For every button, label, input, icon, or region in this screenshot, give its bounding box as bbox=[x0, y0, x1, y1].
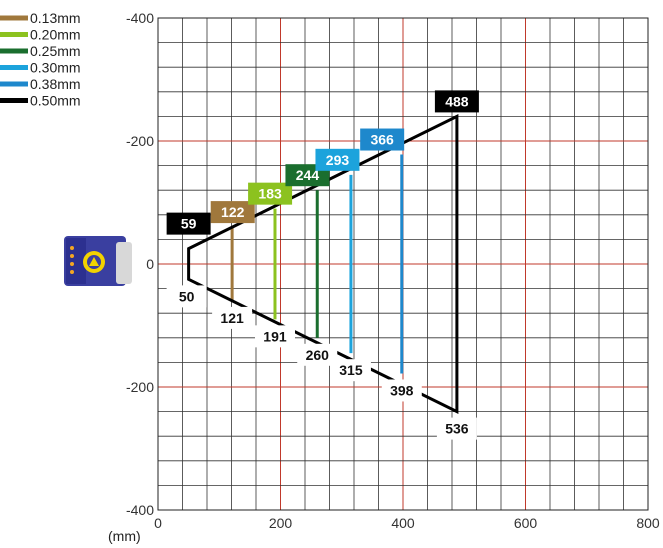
far-label-0-50mm-bg bbox=[434, 90, 479, 113]
legend-entry: 0.20mm bbox=[30, 27, 81, 43]
near-label-0-13mm: 121 bbox=[220, 310, 244, 326]
x-tick-label: 0 bbox=[154, 515, 162, 531]
x-tick-label: 200 bbox=[269, 515, 293, 531]
near-label-0-50mm: 50 bbox=[179, 288, 195, 304]
x-tick-label: 800 bbox=[636, 515, 660, 531]
far-distance-labels: 122 183 244 293 366 488 59 bbox=[166, 90, 479, 235]
scanner-device-icon bbox=[64, 236, 132, 286]
legend-entry: 0.38mm bbox=[30, 76, 81, 92]
x-tick-label: 400 bbox=[391, 515, 415, 531]
near-label-0-25mm: 260 bbox=[306, 347, 330, 363]
near-label-0-50mm-bg bbox=[166, 285, 207, 308]
near-label-0-13mm-bg bbox=[212, 306, 253, 329]
near-top-label-0-50mm: 59 bbox=[181, 216, 197, 232]
near-distance-labels: 121 191 260 315 398 536 50 bbox=[166, 285, 477, 440]
reading-distance-lines bbox=[187, 113, 459, 415]
near-label-0-30mm: 315 bbox=[339, 362, 363, 378]
far-label-0-38mm-bg bbox=[360, 128, 405, 151]
x-tick-label: 600 bbox=[514, 515, 538, 531]
reading-field-outline bbox=[187, 113, 459, 415]
far-label-0-25mm: 244 bbox=[296, 167, 320, 183]
y-tick-label: -200 bbox=[126, 133, 154, 149]
far-label-0-30mm: 293 bbox=[326, 152, 350, 168]
tick-labels: 0 200 400 600 800 -400 -200 0 -200 -400 bbox=[126, 10, 660, 531]
far-label-0-20mm: 183 bbox=[258, 186, 282, 202]
legend-entry: 0.25mm bbox=[30, 43, 81, 59]
plot-frame bbox=[157, 17, 649, 511]
y-tick-label: -200 bbox=[126, 379, 154, 395]
far-label-0-50mm: 488 bbox=[445, 93, 469, 109]
y-tick-label: 0 bbox=[146, 256, 154, 272]
far-label-0-13mm: 122 bbox=[221, 204, 245, 220]
far-label-0-13mm-bg bbox=[210, 201, 255, 224]
near-label-0-20mm: 191 bbox=[263, 328, 287, 344]
far-label-0-20mm-bg bbox=[248, 182, 293, 205]
near-label-0-38mm-bg bbox=[381, 379, 422, 402]
near-label-0-38mm: 398 bbox=[390, 382, 414, 398]
near-label-0-20mm-bg bbox=[254, 325, 295, 348]
near-label-0-30mm-bg bbox=[330, 359, 371, 382]
legend-entry: 0.13mm bbox=[30, 10, 81, 26]
far-label-0-30mm-bg bbox=[315, 148, 360, 171]
legend-entry: 0.30mm bbox=[30, 60, 81, 76]
near-top-label-0-50mm-bg bbox=[166, 212, 211, 235]
near-label-0-25mm-bg bbox=[297, 343, 338, 366]
y-tick-label: -400 bbox=[126, 502, 154, 518]
far-label-0-38mm: 366 bbox=[370, 132, 394, 148]
legend-entry: 0.50mm bbox=[30, 93, 81, 109]
far-bottom-label-0-50mm-bg bbox=[436, 417, 477, 440]
y-tick-label: -400 bbox=[126, 10, 154, 26]
far-bottom-label-0-50mm: 536 bbox=[445, 421, 469, 437]
x-axis-label: (mm) bbox=[108, 528, 141, 544]
